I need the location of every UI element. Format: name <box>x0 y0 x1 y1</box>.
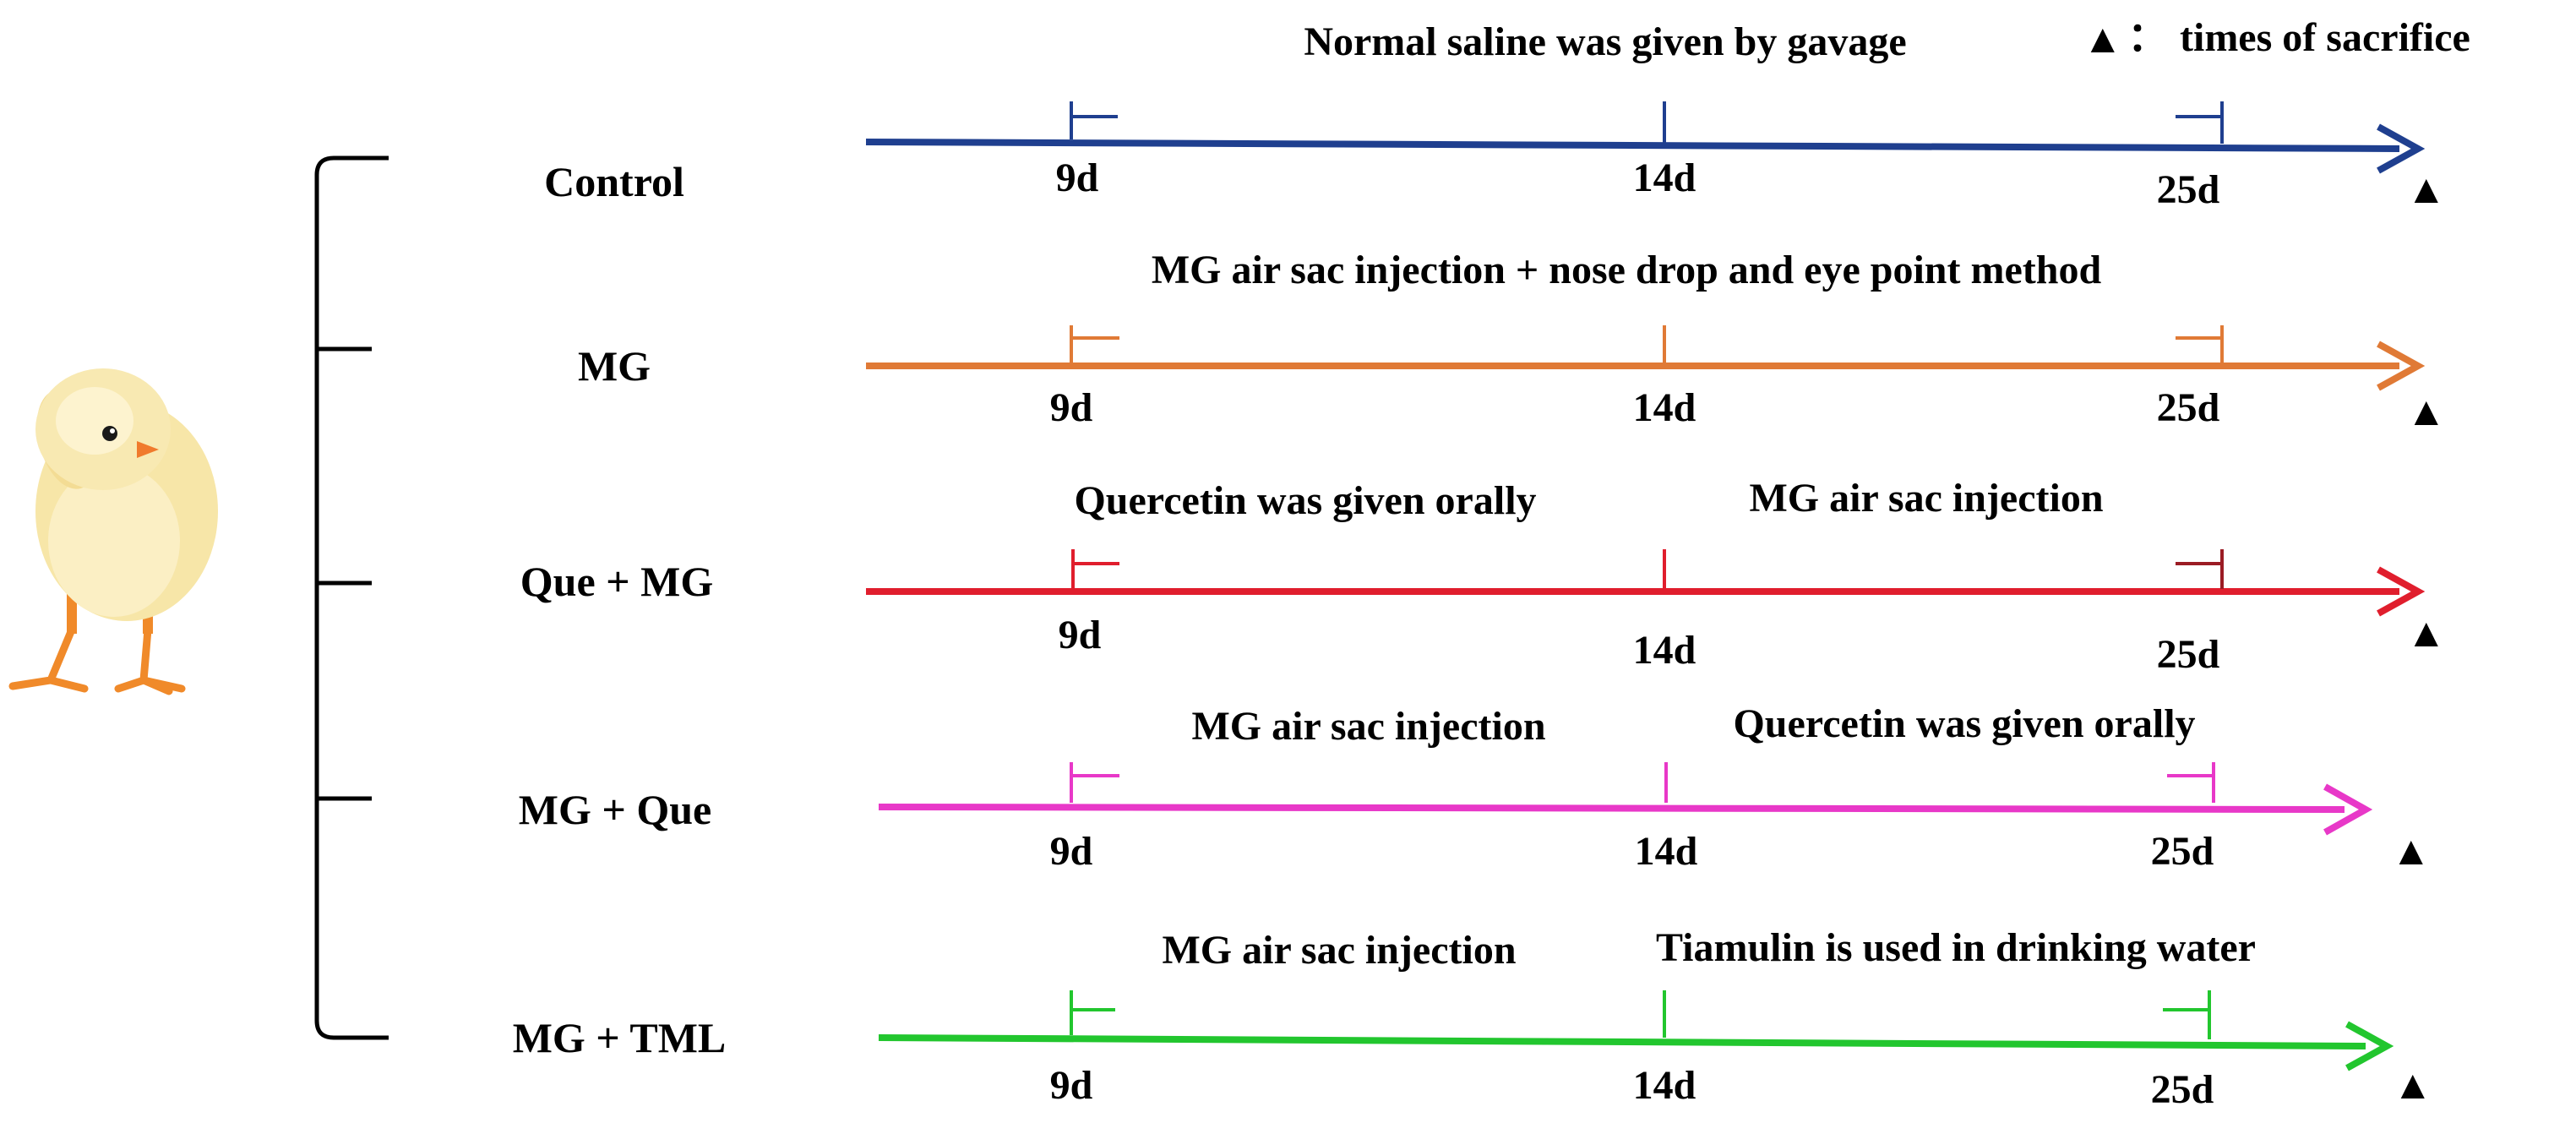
sacrifice-marker: ▲ <box>2393 1063 2433 1108</box>
group-bracket <box>314 155 389 1040</box>
group-label: Que + MG <box>520 558 713 605</box>
timeline-annotation: MG air sac injection <box>1191 704 1545 749</box>
timeline-axis <box>865 139 2400 152</box>
tick-label-14d: 14d <box>1633 385 1696 430</box>
timeline-annotation: Quercetin was given orally <box>1733 701 2195 746</box>
timeline-que-mg: Que + MG Quercetin was given orally MG a… <box>520 476 2447 677</box>
tick-label-25d: 25d <box>2157 385 2220 430</box>
start-bracket <box>1070 762 1119 803</box>
sacrifice-marker: ▲ <box>2406 390 2447 434</box>
tick-label-9d: 9d <box>1050 829 1093 874</box>
tick-label-25d: 25d <box>2157 167 2220 212</box>
end-bracket <box>2167 762 2215 803</box>
timeline-annotation: MG air sac injection + nose drop and eye… <box>1152 248 2102 292</box>
timeline-annotation: Quercetin was given orally <box>1074 478 1536 523</box>
start-bracket <box>1070 990 1115 1035</box>
timeline-annotation: Normal saline was given by gavage <box>1304 19 1906 64</box>
start-bracket <box>1070 325 1119 363</box>
tick-label-14d: 14d <box>1633 628 1696 673</box>
timeline-mg-tml: MG + TML MG air sac injection Tiamulin i… <box>513 925 2433 1112</box>
timeline-arrowhead <box>2377 123 2426 174</box>
chick-illustration <box>8 368 218 695</box>
timeline-mg-que: MG + Que MG air sac injection Quercetin … <box>519 701 2432 874</box>
tick-label-9d: 9d <box>1050 385 1093 430</box>
timeline-axis <box>878 1034 2366 1049</box>
tick-label-25d: 25d <box>2157 632 2220 677</box>
legend-separator: ： <box>2127 15 2168 60</box>
sacrifice-marker: ▲ <box>2391 829 2432 874</box>
timeline-annotation: Tiamulin is used in drinking water <box>1656 925 2256 970</box>
timeline-control: Control Normal saline was given by gavag… <box>544 19 2446 212</box>
group-label: Control <box>544 158 684 205</box>
tick-label-25d: 25d <box>2151 1067 2214 1112</box>
tick-label-14d: 14d <box>1635 829 1698 874</box>
legend: ▲ ： times of sacrifice <box>2083 15 2470 62</box>
timeline-arrowhead <box>2323 783 2373 836</box>
timeline-mg: MG MG air sac injection + nose drop and … <box>578 248 2447 434</box>
start-bracket <box>1070 101 1118 139</box>
group-label: MG + Que <box>519 786 711 833</box>
group-label: MG + TML <box>513 1014 727 1061</box>
sacrifice-marker: ▲ <box>2406 167 2447 212</box>
tick-label-9d: 9d <box>1050 1063 1093 1108</box>
sacrifice-marker: ▲ <box>2406 611 2447 656</box>
timeline-arrowhead <box>2345 1021 2394 1071</box>
group-label: MG <box>578 342 651 390</box>
timeline-annotation: MG air sac injection <box>1162 928 1516 973</box>
tick-label-9d: 9d <box>1056 155 1099 200</box>
end-bracket <box>2163 990 2211 1039</box>
tick-label-14d: 14d <box>1633 155 1696 200</box>
timeline-arrowhead <box>2377 566 2426 617</box>
end-bracket <box>2176 101 2224 144</box>
timeline-annotation: MG air sac injection <box>1749 476 2103 521</box>
legend-sacrifice-marker: ▲ <box>2083 17 2123 62</box>
timeline-arrowhead <box>2377 341 2426 391</box>
legend-text: times of sacrifice <box>2180 15 2470 60</box>
tick-label-25d: 25d <box>2151 829 2214 874</box>
end-bracket <box>2176 325 2224 363</box>
start-bracket <box>1071 549 1119 589</box>
tick-label-14d: 14d <box>1633 1063 1696 1108</box>
tick-label-9d: 9d <box>1059 613 1102 657</box>
end-bracket <box>2176 549 2224 589</box>
timeline-axis <box>878 804 2345 813</box>
